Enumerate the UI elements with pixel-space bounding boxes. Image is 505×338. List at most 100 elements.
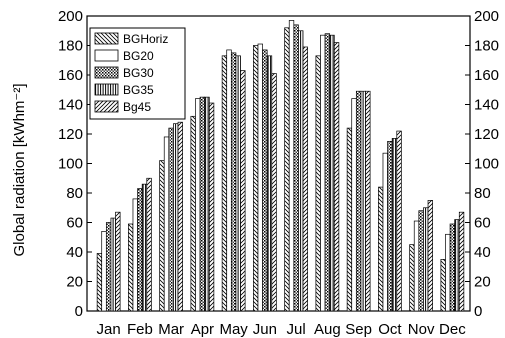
- x-tick-label: May: [219, 321, 248, 338]
- legend-label-bg45: Bg45: [123, 100, 151, 114]
- bar-bghoriz-sep: [346, 127, 353, 312]
- bar-bg45-jan: [115, 211, 121, 312]
- bar-bg30-may: [230, 52, 237, 312]
- bar-bg20-may: [226, 49, 232, 312]
- bar-bg20-jan: [101, 231, 107, 312]
- bar-bghoriz-aug: [315, 55, 321, 312]
- y-tick-label-left: 0: [75, 303, 83, 320]
- x-tick-label: Mar: [158, 321, 184, 338]
- bar-bg35-mar: [173, 123, 179, 312]
- legend-swatch-bg45: [94, 100, 119, 113]
- y-tick-label-left: 120: [58, 126, 83, 143]
- y-tick-label-left: 200: [58, 8, 83, 25]
- bar-bg35-may: [235, 55, 241, 312]
- y-tick-label-right: 200: [474, 8, 499, 25]
- bar-bg30-apr: [199, 96, 206, 312]
- y-tick-label-right: 120: [474, 126, 499, 143]
- bar-bghoriz-jun: [253, 45, 259, 312]
- bar-bg30-aug: [324, 33, 331, 312]
- bar-bghoriz-nov: [409, 244, 415, 312]
- bar-bg35-sep: [360, 90, 366, 312]
- bar-bg45-oct: [396, 130, 402, 312]
- y-tick-label-right: 160: [474, 67, 499, 84]
- y-tick-label-right: 100: [474, 156, 499, 173]
- legend-swatch-bghoriz: [94, 32, 119, 45]
- y-tick-label-right: 40: [474, 244, 491, 261]
- y-tick-label-left: 160: [58, 67, 83, 84]
- y-tick-label-right: 60: [474, 215, 491, 232]
- x-tick-label: Jul: [287, 321, 306, 338]
- x-tick-label: Jun: [253, 321, 277, 338]
- legend: BGHoriz BG20 BG30 BG35 Bg45: [89, 27, 186, 120]
- bar-bg20-aug: [320, 34, 326, 312]
- bar-bg30-jan: [105, 222, 112, 312]
- legend-label-bg20: BG20: [123, 49, 154, 63]
- bar-bg45-may: [240, 70, 246, 312]
- y-tick-label-left: 60: [66, 215, 83, 232]
- bar-bg45-sep: [365, 90, 371, 312]
- bar-bg45-aug: [333, 42, 340, 312]
- bar-bg30-jul: [293, 24, 299, 312]
- bar-bg30-sep: [355, 90, 362, 312]
- bar-bg35-nov: [423, 207, 429, 312]
- bar-bg30-jun: [262, 49, 268, 312]
- x-tick-label: Aug: [314, 321, 341, 338]
- bar-bghoriz-apr: [190, 115, 196, 312]
- y-tick-label-right: 0: [474, 303, 482, 320]
- bar-bghoriz-may: [221, 55, 228, 312]
- bar-bg20-jun: [257, 43, 263, 312]
- bar-bg35-jun: [266, 55, 273, 312]
- y-tick-label-right: 20: [474, 274, 491, 291]
- y-tick-label-left: 140: [58, 97, 83, 114]
- y-axis-left: 0 20 40 60 80 100 120 140 160 180 200: [58, 8, 92, 320]
- y-tick-label-right: 180: [474, 38, 499, 55]
- bar-bg35-jan: [110, 217, 116, 312]
- bar-bg20-dec: [445, 233, 451, 312]
- bar-bg45-dec: [458, 211, 465, 312]
- bar-bg35-apr: [204, 96, 210, 312]
- bar-bg30-feb: [137, 188, 143, 312]
- bar-bg20-jul: [288, 20, 295, 312]
- x-tick-label: Nov: [408, 321, 435, 338]
- x-tick-label: Oct: [378, 321, 402, 338]
- bar-bg20-nov: [413, 220, 420, 312]
- bar-bg45-feb: [146, 177, 152, 312]
- x-tick-label: Sep: [345, 321, 372, 338]
- bar-bg20-oct: [382, 152, 388, 312]
- bar-bghoriz-oct: [378, 186, 384, 312]
- y-tick-label-left: 100: [58, 156, 83, 173]
- bar-bghoriz-mar: [159, 160, 165, 312]
- bar-bg20-apr: [195, 98, 201, 312]
- x-tick-label: Apr: [191, 321, 214, 338]
- y-tick-label-left: 180: [58, 38, 83, 55]
- bar-bg35-aug: [329, 34, 335, 312]
- bar-bg30-oct: [387, 141, 393, 312]
- bar-bg35-jul: [298, 30, 304, 312]
- bar-bghoriz-jul: [284, 27, 290, 312]
- y-tick-label-left: 40: [66, 244, 83, 261]
- bar-bg45-nov: [427, 200, 433, 312]
- x-tick-label: Jan: [97, 321, 121, 338]
- x-axis: Jan Feb Mar Apr May Jun Jul Aug Sep Oct Nov Dec: [97, 321, 467, 338]
- legend-label-bghoriz: BGHoriz: [123, 32, 168, 46]
- legend-label-bg35: BG35: [123, 83, 154, 97]
- bar-bghoriz-dec: [440, 259, 446, 312]
- bar-bg45-apr: [208, 102, 215, 312]
- y-tick-label-right: 80: [474, 185, 491, 202]
- y-axis-right: 0 20 40 60 80 100 120 140 160 180 200: [465, 8, 499, 320]
- bar-bg35-oct: [391, 138, 398, 312]
- bar-bg20-sep: [351, 98, 357, 312]
- x-tick-label: Dec: [439, 321, 466, 338]
- bar-bg35-feb: [141, 183, 148, 312]
- bar-bghoriz-feb: [128, 223, 134, 312]
- x-tick-label: Feb: [127, 321, 153, 338]
- bar-bg20-feb: [132, 198, 138, 312]
- bar-bg30-dec: [449, 223, 456, 312]
- legend-label-bg30: BG30: [123, 66, 154, 80]
- bar-bg45-mar: [177, 121, 183, 312]
- bar-bg30-nov: [418, 210, 424, 312]
- y-tick-label-left: 20: [66, 274, 83, 291]
- legend-swatch-bg20: [94, 49, 119, 62]
- legend-swatch-bg35: [94, 83, 119, 96]
